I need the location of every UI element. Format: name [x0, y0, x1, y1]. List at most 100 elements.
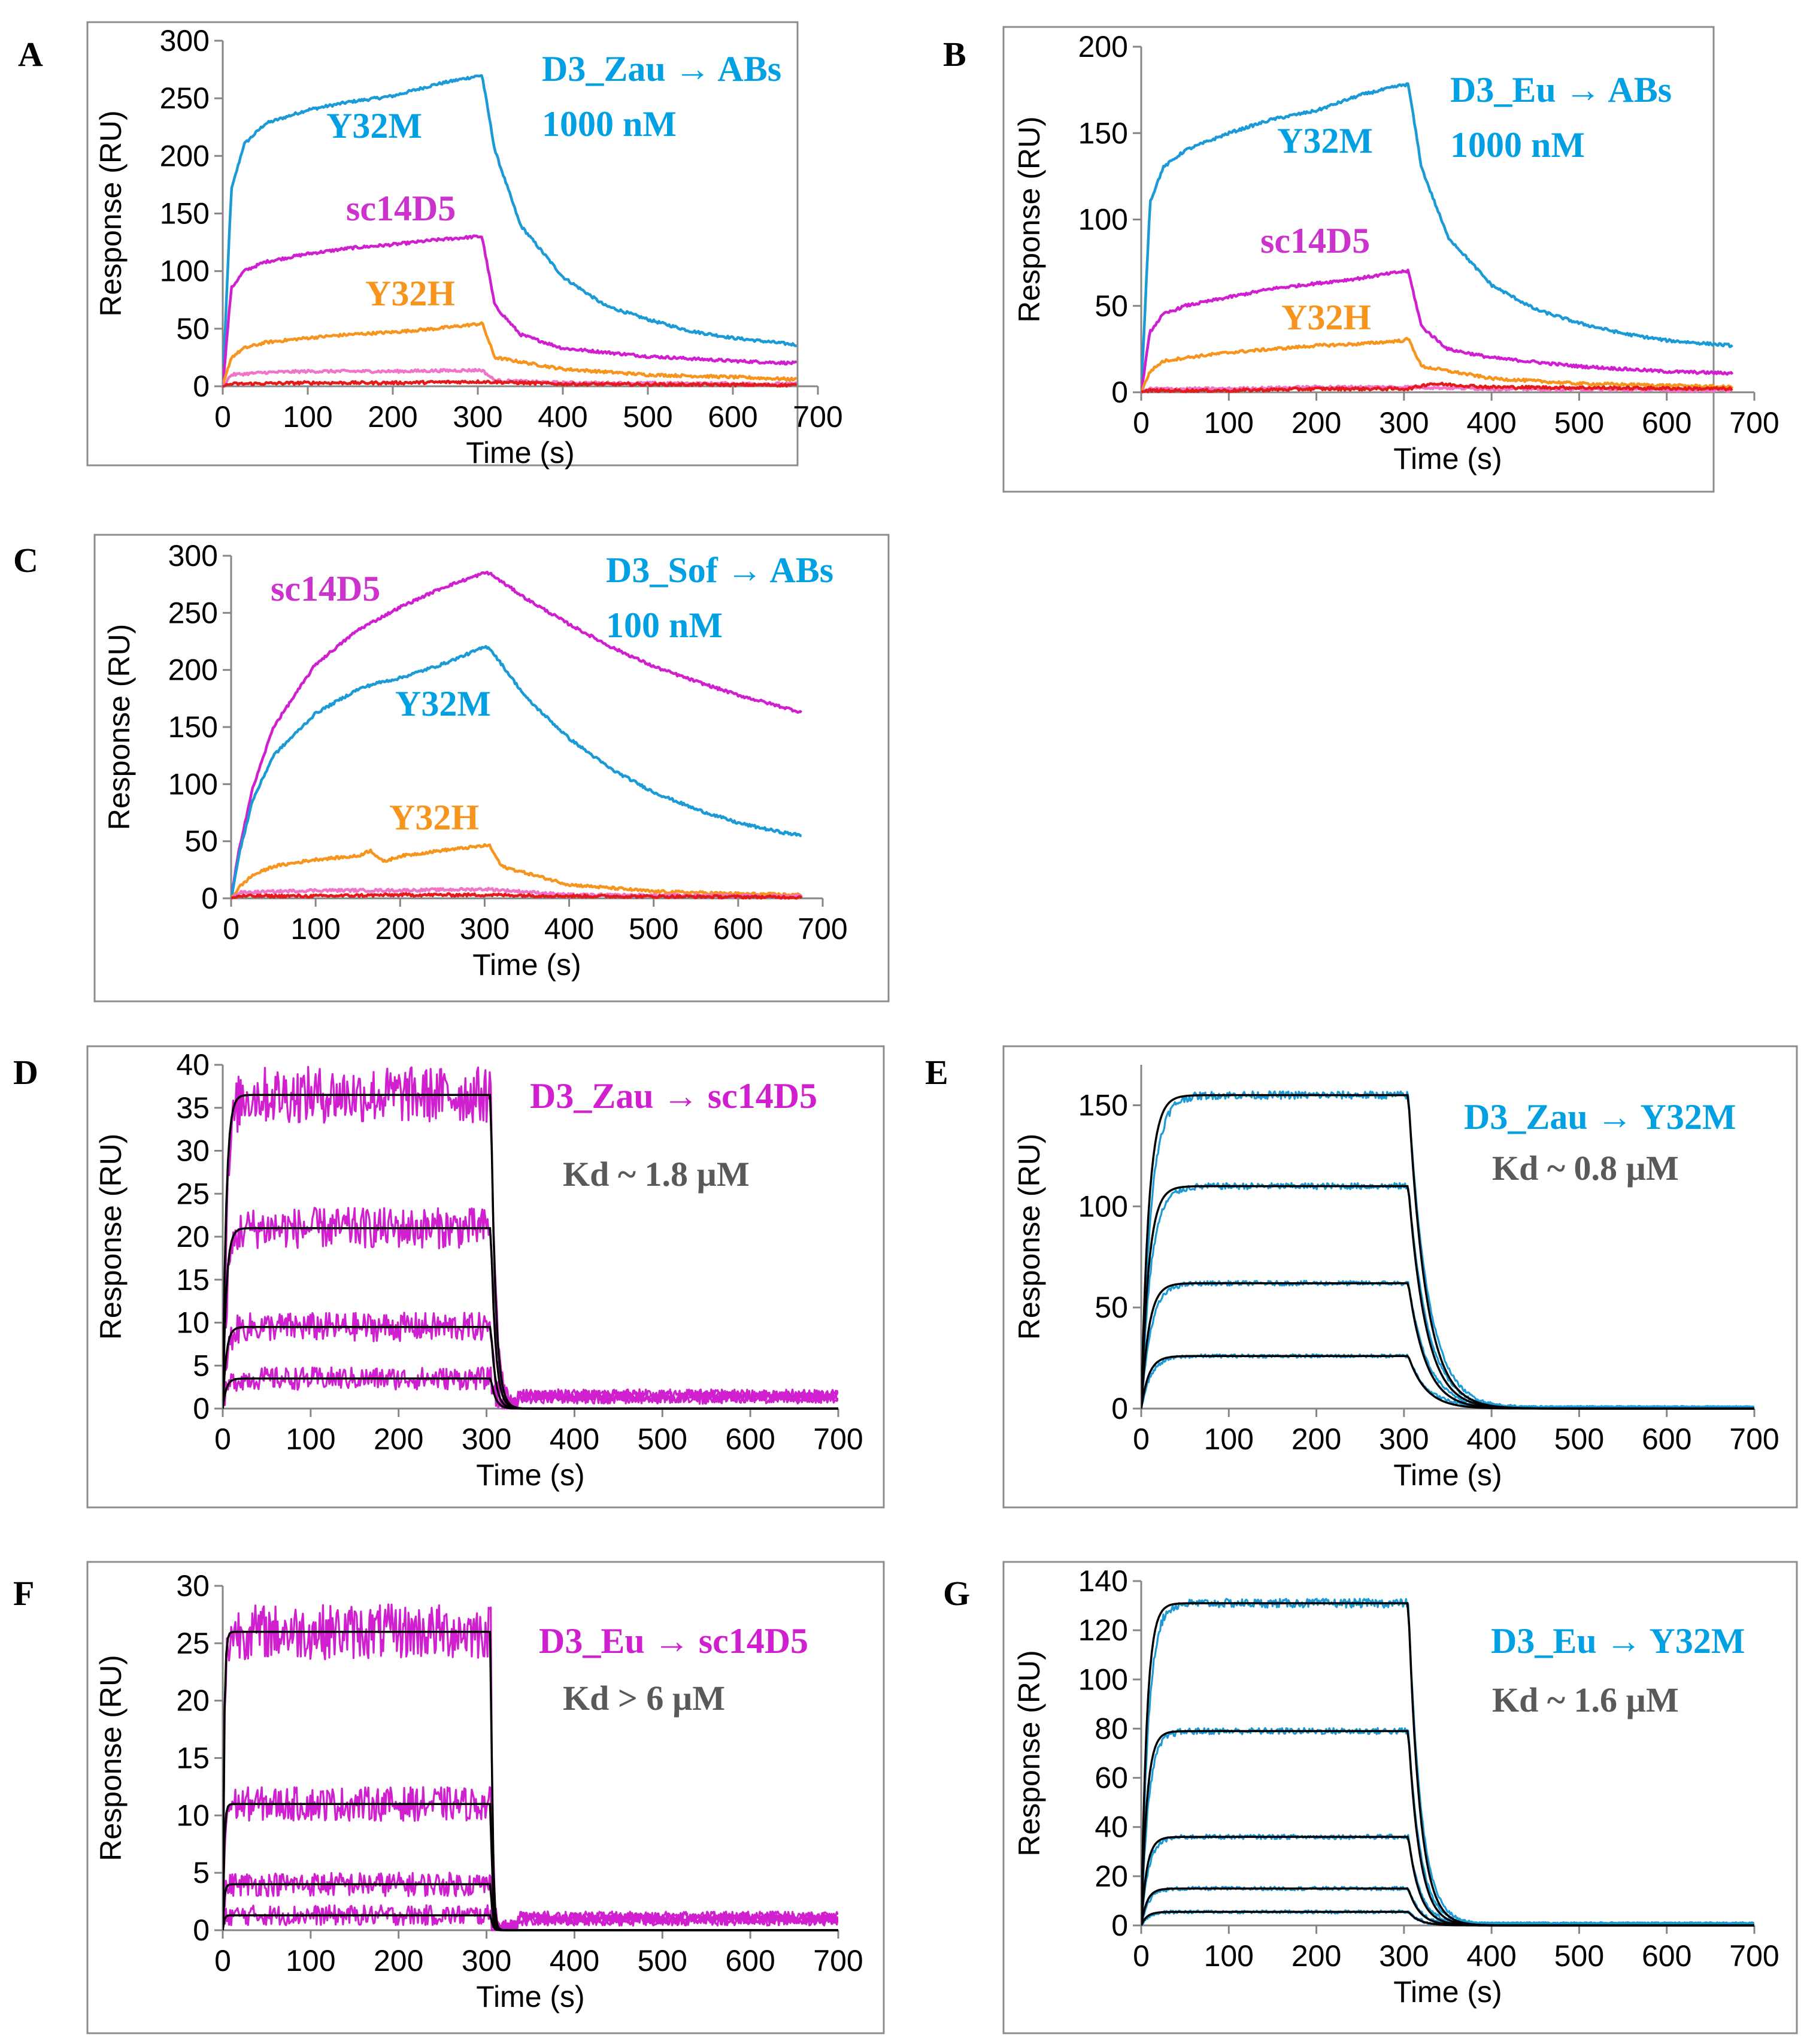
y-tick-label: 15 [176, 1263, 210, 1297]
x-tick-label: 0 [1133, 1422, 1150, 1456]
panel-frame [86, 1561, 885, 2034]
data-trace [223, 1312, 838, 1410]
x-tick-label: 100 [1204, 1939, 1254, 1973]
x-axis-title: Time (s) [472, 948, 581, 982]
plot-area [223, 1065, 838, 1410]
panel-letter: F [13, 1574, 34, 1613]
panel-b: B 0 100 200 300 400 500 600 700 0 50 100 150 200 Time … [943, 26, 1779, 493]
y-tick-label: 40 [176, 1048, 210, 1082]
x-tick-label: 700 [793, 400, 842, 434]
panel-letter: B [943, 35, 966, 74]
x-tick-label: 0 [214, 1422, 231, 1456]
y-tick-label: 300 [160, 24, 210, 57]
annotation-title: 1000 nM [542, 104, 677, 144]
x-tick-label: 700 [813, 1944, 863, 1978]
y-tick-label: 150 [1078, 1089, 1128, 1122]
y-tick-label: 60 [1095, 1761, 1128, 1795]
fit-curve [223, 1227, 838, 1410]
x-axis-title: Time (s) [1393, 1458, 1502, 1492]
annotation-title: D3_Eu → sc14D5 [539, 1621, 808, 1661]
series-line-y32h [223, 321, 798, 387]
plot-area [223, 1603, 838, 1931]
x-tick-label: 100 [290, 912, 340, 946]
x-tick-label: 400 [1466, 1939, 1516, 1973]
y-tick-label: 300 [168, 539, 218, 573]
x-tick-label: 400 [550, 1944, 599, 1978]
x-tick-label: 700 [1729, 406, 1779, 440]
x-tick-label: 700 [798, 912, 847, 946]
y-tick-label: 100 [1078, 1663, 1128, 1696]
x-tick-label: 500 [1554, 1422, 1604, 1456]
x-tick-label: 400 [1466, 1422, 1516, 1456]
panel-frame [86, 21, 799, 467]
series-line-sc14d5 [223, 234, 797, 386]
panel-c: C 0 100 200 300 400 500 600 700 0 50 100 150 200 250 30… [13, 534, 890, 1003]
x-tick-label: 100 [286, 1422, 335, 1456]
y-tick-label: 0 [193, 370, 210, 403]
y-tick-label: 0 [193, 1913, 210, 1947]
series-line-control-2 [231, 892, 803, 900]
panel-letter: C [13, 541, 38, 580]
x-tick-label: 400 [538, 400, 587, 434]
plot-area [1141, 1090, 1754, 1410]
y-tick-label: 50 [1095, 1291, 1128, 1324]
series-line-control-2 [223, 379, 797, 388]
kd-annotation: Kd ~ 0.8 µM [1492, 1149, 1679, 1188]
panel-frame [86, 1045, 885, 1509]
panel-frame [1002, 26, 1715, 493]
x-tick-label: 0 [223, 912, 239, 946]
x-tick-label: 300 [453, 400, 502, 434]
y-tick-label: 20 [176, 1684, 210, 1718]
series-label-sc14d5: sc14D5 [1260, 221, 1370, 261]
y-axis-title: Response (RU) [94, 1134, 128, 1340]
x-tick-label: 0 [214, 1944, 231, 1978]
panel-letter: D [13, 1053, 38, 1092]
annotation-title: 100 nM [606, 605, 723, 645]
y-tick-label: 25 [176, 1177, 210, 1210]
y-tick-label: 100 [1078, 1189, 1128, 1223]
series-line-sc14d5 [231, 571, 803, 898]
annotation-title: D3_Sof → ABs [606, 550, 833, 590]
x-tick-label: 300 [462, 1944, 511, 1978]
data-trace [1141, 1090, 1754, 1409]
series-line-y32h [1141, 337, 1734, 393]
data-trace [1141, 1353, 1754, 1409]
y-tick-label: 150 [1078, 116, 1128, 150]
y-tick-label: 25 [176, 1627, 210, 1660]
x-axis-title: Time (s) [1393, 442, 1502, 476]
y-tick-label: 10 [176, 1306, 210, 1340]
y-axis-title: Response (RU) [1012, 1650, 1046, 1857]
x-tick-label: 200 [374, 1944, 423, 1978]
x-tick-label: 500 [1554, 406, 1604, 440]
annotation-title: D3_Zau → sc14D5 [530, 1076, 817, 1116]
x-tick-label: 700 [813, 1422, 863, 1456]
x-tick-label: 600 [1642, 1422, 1691, 1456]
annotation-title: 1000 nM [1450, 125, 1585, 165]
panel-frame [93, 534, 890, 1003]
x-tick-label: 200 [1291, 406, 1341, 440]
x-tick-label: 500 [1554, 1939, 1604, 1973]
y-axis-title: Response (RU) [1012, 1134, 1046, 1340]
x-tick-label: 400 [544, 912, 594, 946]
fit-curve [223, 1630, 838, 1931]
y-tick-label: 0 [1111, 1392, 1128, 1425]
y-tick-label: 20 [1095, 1860, 1128, 1893]
x-tick-label: 500 [629, 912, 678, 946]
y-axis-title: Response (RU) [1012, 116, 1046, 323]
y-tick-label: 250 [168, 596, 218, 629]
x-tick-label: 400 [1466, 406, 1516, 440]
series-label-y32h: Y32H [365, 274, 455, 313]
plot-area [223, 74, 798, 388]
x-axis-title: Time (s) [476, 1458, 584, 1492]
y-tick-label: 100 [1078, 203, 1128, 237]
x-tick-label: 700 [1729, 1939, 1779, 1973]
y-tick-label: 20 [176, 1220, 210, 1253]
y-tick-label: 0 [1111, 376, 1128, 409]
y-tick-label: 50 [176, 312, 210, 346]
panel-a: A 0 100 200 300 400 500 600 700 0 50 100 150 200 250 30… [18, 21, 843, 470]
x-tick-label: 300 [1379, 1939, 1429, 1973]
x-tick-label: 200 [374, 1422, 423, 1456]
y-tick-label: 150 [168, 710, 218, 744]
y-tick-label: 0 [201, 882, 218, 915]
kd-annotation: Kd > 6 µM [563, 1679, 725, 1718]
